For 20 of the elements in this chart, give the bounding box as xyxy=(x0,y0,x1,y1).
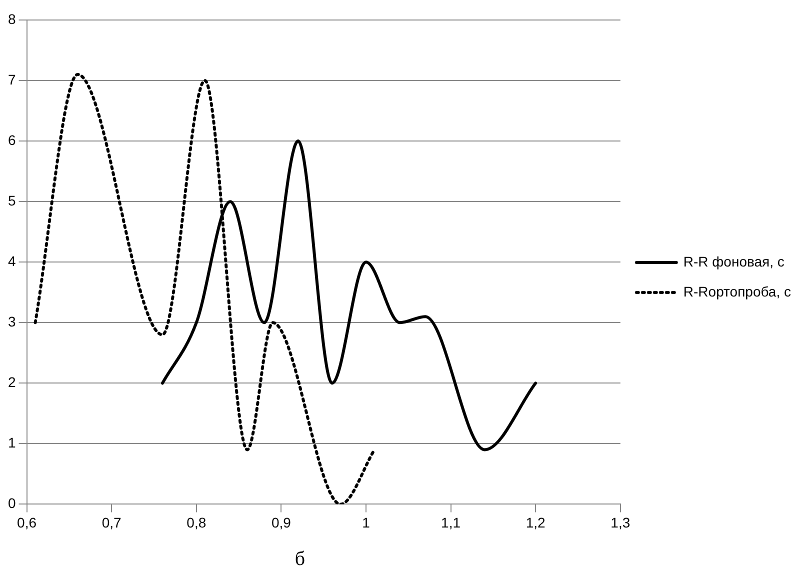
y-tick-label: 3 xyxy=(8,313,16,330)
x-tick-label: 0,7 xyxy=(102,514,122,530)
y-tick-label: 8 xyxy=(8,10,16,27)
x-tick-label: 1,2 xyxy=(526,514,546,530)
legend-label: R-Rортопроба, с xyxy=(683,283,792,300)
x-tick-label: 0,9 xyxy=(271,514,292,530)
x-tick-label: 1,3 xyxy=(610,514,630,530)
text: б xyxy=(294,548,306,571)
y-tick-label: 2 xyxy=(8,374,16,390)
y-tick-label: 6 xyxy=(8,132,16,148)
x-tick-label: 1 xyxy=(362,514,370,530)
y-tick-label: 5 xyxy=(8,192,16,208)
x-tick-label: 1,1 xyxy=(441,514,461,530)
y-tick-label: 0 xyxy=(8,495,16,512)
legend-label: R-R фоновая, с xyxy=(683,253,784,270)
x-tick-label: 0,8 xyxy=(186,514,206,530)
y-tick-label: 1 xyxy=(8,434,16,451)
y-tick-label: 7 xyxy=(8,71,16,88)
x-tick-label: 0,6 xyxy=(17,514,37,530)
y-tick-label: 4 xyxy=(8,252,16,269)
